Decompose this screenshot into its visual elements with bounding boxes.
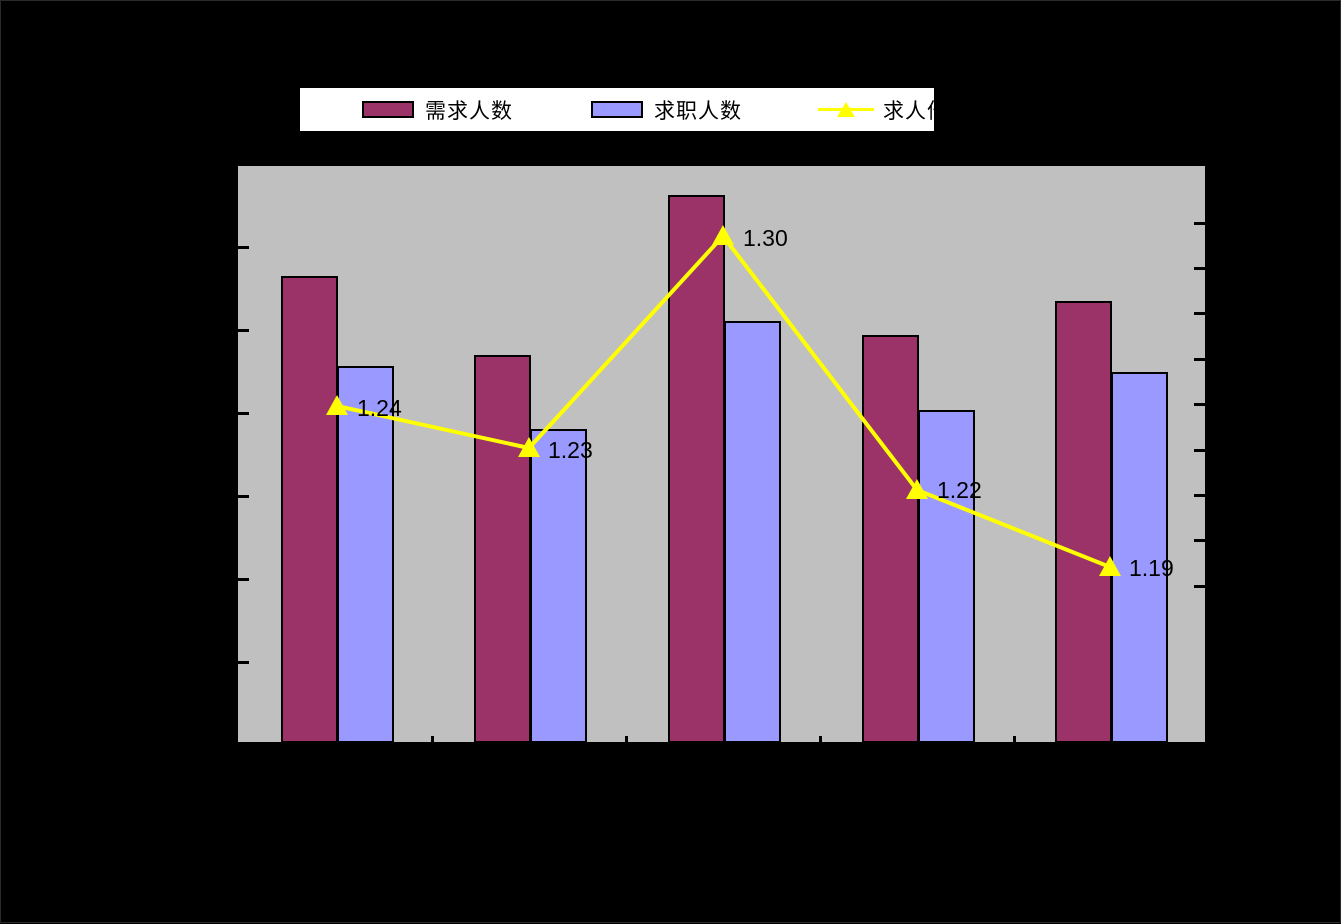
bar-demand[interactable] — [281, 276, 338, 743]
y-axis-left-tick — [238, 578, 249, 581]
y-axis-left — [236, 166, 238, 743]
bar-demand[interactable] — [1055, 301, 1112, 743]
bar-supply[interactable] — [337, 366, 394, 743]
ratio-data-label: 1.24 — [357, 395, 402, 421]
x-axis-tick — [1013, 736, 1016, 744]
y-axis-left-tick — [238, 246, 249, 249]
bar-demand[interactable] — [862, 335, 919, 743]
x-axis — [236, 742, 1207, 744]
chart-legend: 需求人数 求职人数 求人倍率 — [299, 87, 970, 132]
y-axis-left-tick — [238, 495, 249, 498]
legend-entry-demand[interactable]: 需求人数 — [362, 88, 513, 131]
y-axis-right-tick — [1194, 358, 1205, 361]
y-axis-right-tick — [1194, 494, 1205, 497]
legend-line-triangle-icon — [818, 100, 874, 120]
y-axis-right-tick — [1194, 403, 1205, 406]
y-axis-right-tick — [1194, 449, 1205, 452]
legend-label-ratio: 求人倍率 — [883, 99, 971, 123]
ratio-data-label: 1.23 — [548, 437, 593, 463]
ratio-data-label: 1.22 — [937, 477, 982, 503]
bar-demand[interactable] — [668, 195, 725, 743]
y-axis-right-tick — [1194, 312, 1205, 315]
y-axis-right-tick — [1194, 222, 1205, 225]
x-axis-tick — [819, 736, 822, 744]
legend-label-demand: 需求人数 — [425, 99, 513, 123]
x-axis-tick — [431, 736, 434, 744]
y-axis-right-tick — [1194, 539, 1205, 542]
bar-supply[interactable] — [530, 429, 587, 743]
y-axis-right — [1205, 166, 1207, 743]
bar-supply[interactable] — [724, 321, 781, 743]
legend-label-supply: 求职人数 — [654, 99, 742, 123]
y-axis-left-tick — [238, 329, 249, 332]
x-axis-tick — [625, 736, 628, 744]
legend-entry-supply[interactable]: 求职人数 — [591, 88, 742, 131]
legend-entry-ratio[interactable]: 求人倍率 — [818, 88, 971, 131]
y-axis-left-tick — [238, 412, 249, 415]
ratio-data-label: 1.30 — [743, 225, 788, 251]
y-axis-left-tick — [238, 661, 249, 664]
ratio-data-label: 1.19 — [1129, 555, 1174, 581]
legend-swatch-supply-icon — [591, 101, 643, 118]
y-axis-right-tick — [1194, 267, 1205, 270]
y-axis-right-tick — [1194, 585, 1205, 588]
legend-swatch-demand-icon — [362, 101, 414, 118]
bar-demand[interactable] — [474, 355, 531, 743]
bar-supply[interactable] — [918, 410, 975, 743]
